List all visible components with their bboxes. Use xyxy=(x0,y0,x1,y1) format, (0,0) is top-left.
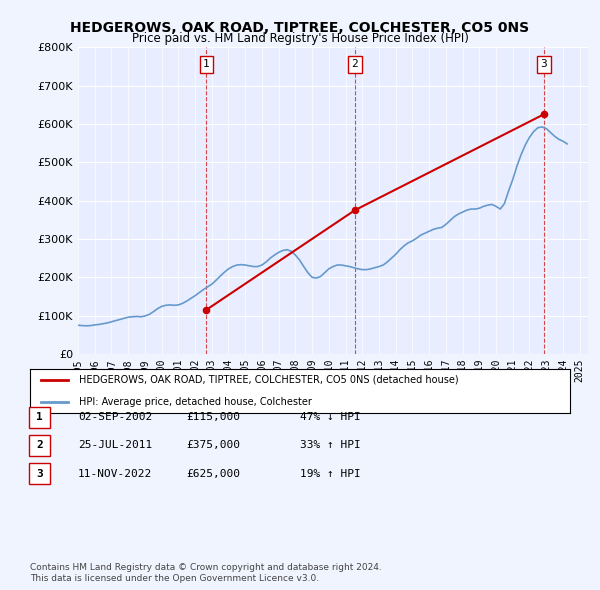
Text: 1: 1 xyxy=(203,60,209,70)
Text: 47% ↓ HPI: 47% ↓ HPI xyxy=(300,412,361,422)
Point xyxy=(350,205,360,215)
Text: 3: 3 xyxy=(36,469,43,478)
Text: HEDGEROWS, OAK ROAD, TIPTREE, COLCHESTER, CO5 0NS (detached house): HEDGEROWS, OAK ROAD, TIPTREE, COLCHESTER… xyxy=(79,375,458,385)
Text: 19% ↑ HPI: 19% ↑ HPI xyxy=(300,469,361,478)
Text: 02-SEP-2002: 02-SEP-2002 xyxy=(78,412,152,422)
Point xyxy=(539,110,548,119)
Text: 33% ↑ HPI: 33% ↑ HPI xyxy=(300,441,361,450)
Text: Price paid vs. HM Land Registry's House Price Index (HPI): Price paid vs. HM Land Registry's House … xyxy=(131,32,469,45)
Text: Contains HM Land Registry data © Crown copyright and database right 2024.: Contains HM Land Registry data © Crown c… xyxy=(30,563,382,572)
Text: 2: 2 xyxy=(352,60,358,70)
Text: £115,000: £115,000 xyxy=(186,412,240,422)
Text: 2: 2 xyxy=(36,441,43,450)
Text: 3: 3 xyxy=(541,60,547,70)
Text: This data is licensed under the Open Government Licence v3.0.: This data is licensed under the Open Gov… xyxy=(30,574,319,583)
Text: HEDGEROWS, OAK ROAD, TIPTREE, COLCHESTER, CO5 0NS: HEDGEROWS, OAK ROAD, TIPTREE, COLCHESTER… xyxy=(70,21,530,35)
Text: 25-JUL-2011: 25-JUL-2011 xyxy=(78,441,152,450)
Text: HPI: Average price, detached house, Colchester: HPI: Average price, detached house, Colc… xyxy=(79,397,311,407)
Point xyxy=(202,305,211,314)
Text: £625,000: £625,000 xyxy=(186,469,240,478)
Text: 1: 1 xyxy=(36,412,43,422)
Text: 11-NOV-2022: 11-NOV-2022 xyxy=(78,469,152,478)
Text: £375,000: £375,000 xyxy=(186,441,240,450)
